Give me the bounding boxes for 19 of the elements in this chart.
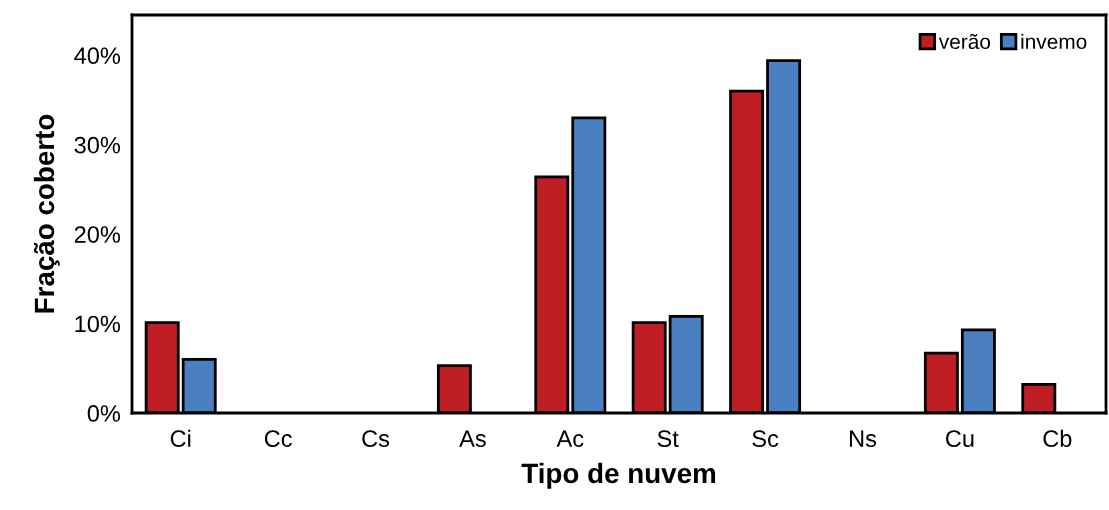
legend-label: verão bbox=[938, 33, 991, 50]
x-tick-label: Cb bbox=[1043, 429, 1072, 448]
x-tick-label: Ci bbox=[170, 429, 191, 448]
x-tick-label: Cs bbox=[362, 430, 390, 448]
x-tick-label: Ns bbox=[850, 430, 877, 448]
y-tick-label: 30% bbox=[74, 136, 121, 154]
y-tick-label: 20% bbox=[74, 226, 121, 243]
y-tick-label: 10% bbox=[75, 315, 121, 333]
x-axis-title: Tipo de nuvem bbox=[521, 462, 716, 489]
y-tick-label: 0% bbox=[87, 405, 121, 422]
x-tick-label: Ac bbox=[556, 430, 584, 448]
y-tick-label: 40% bbox=[74, 47, 121, 65]
x-tick-label: Cu bbox=[946, 430, 974, 448]
x-tick-label: Cc bbox=[264, 430, 292, 448]
legend-label: invemo bbox=[1021, 33, 1087, 50]
x-tick-label: As bbox=[459, 430, 486, 448]
x-tick-label: St bbox=[657, 430, 679, 448]
y-axis-title: Fração coberto bbox=[33, 114, 60, 313]
x-tick-label: Sc bbox=[752, 430, 779, 448]
